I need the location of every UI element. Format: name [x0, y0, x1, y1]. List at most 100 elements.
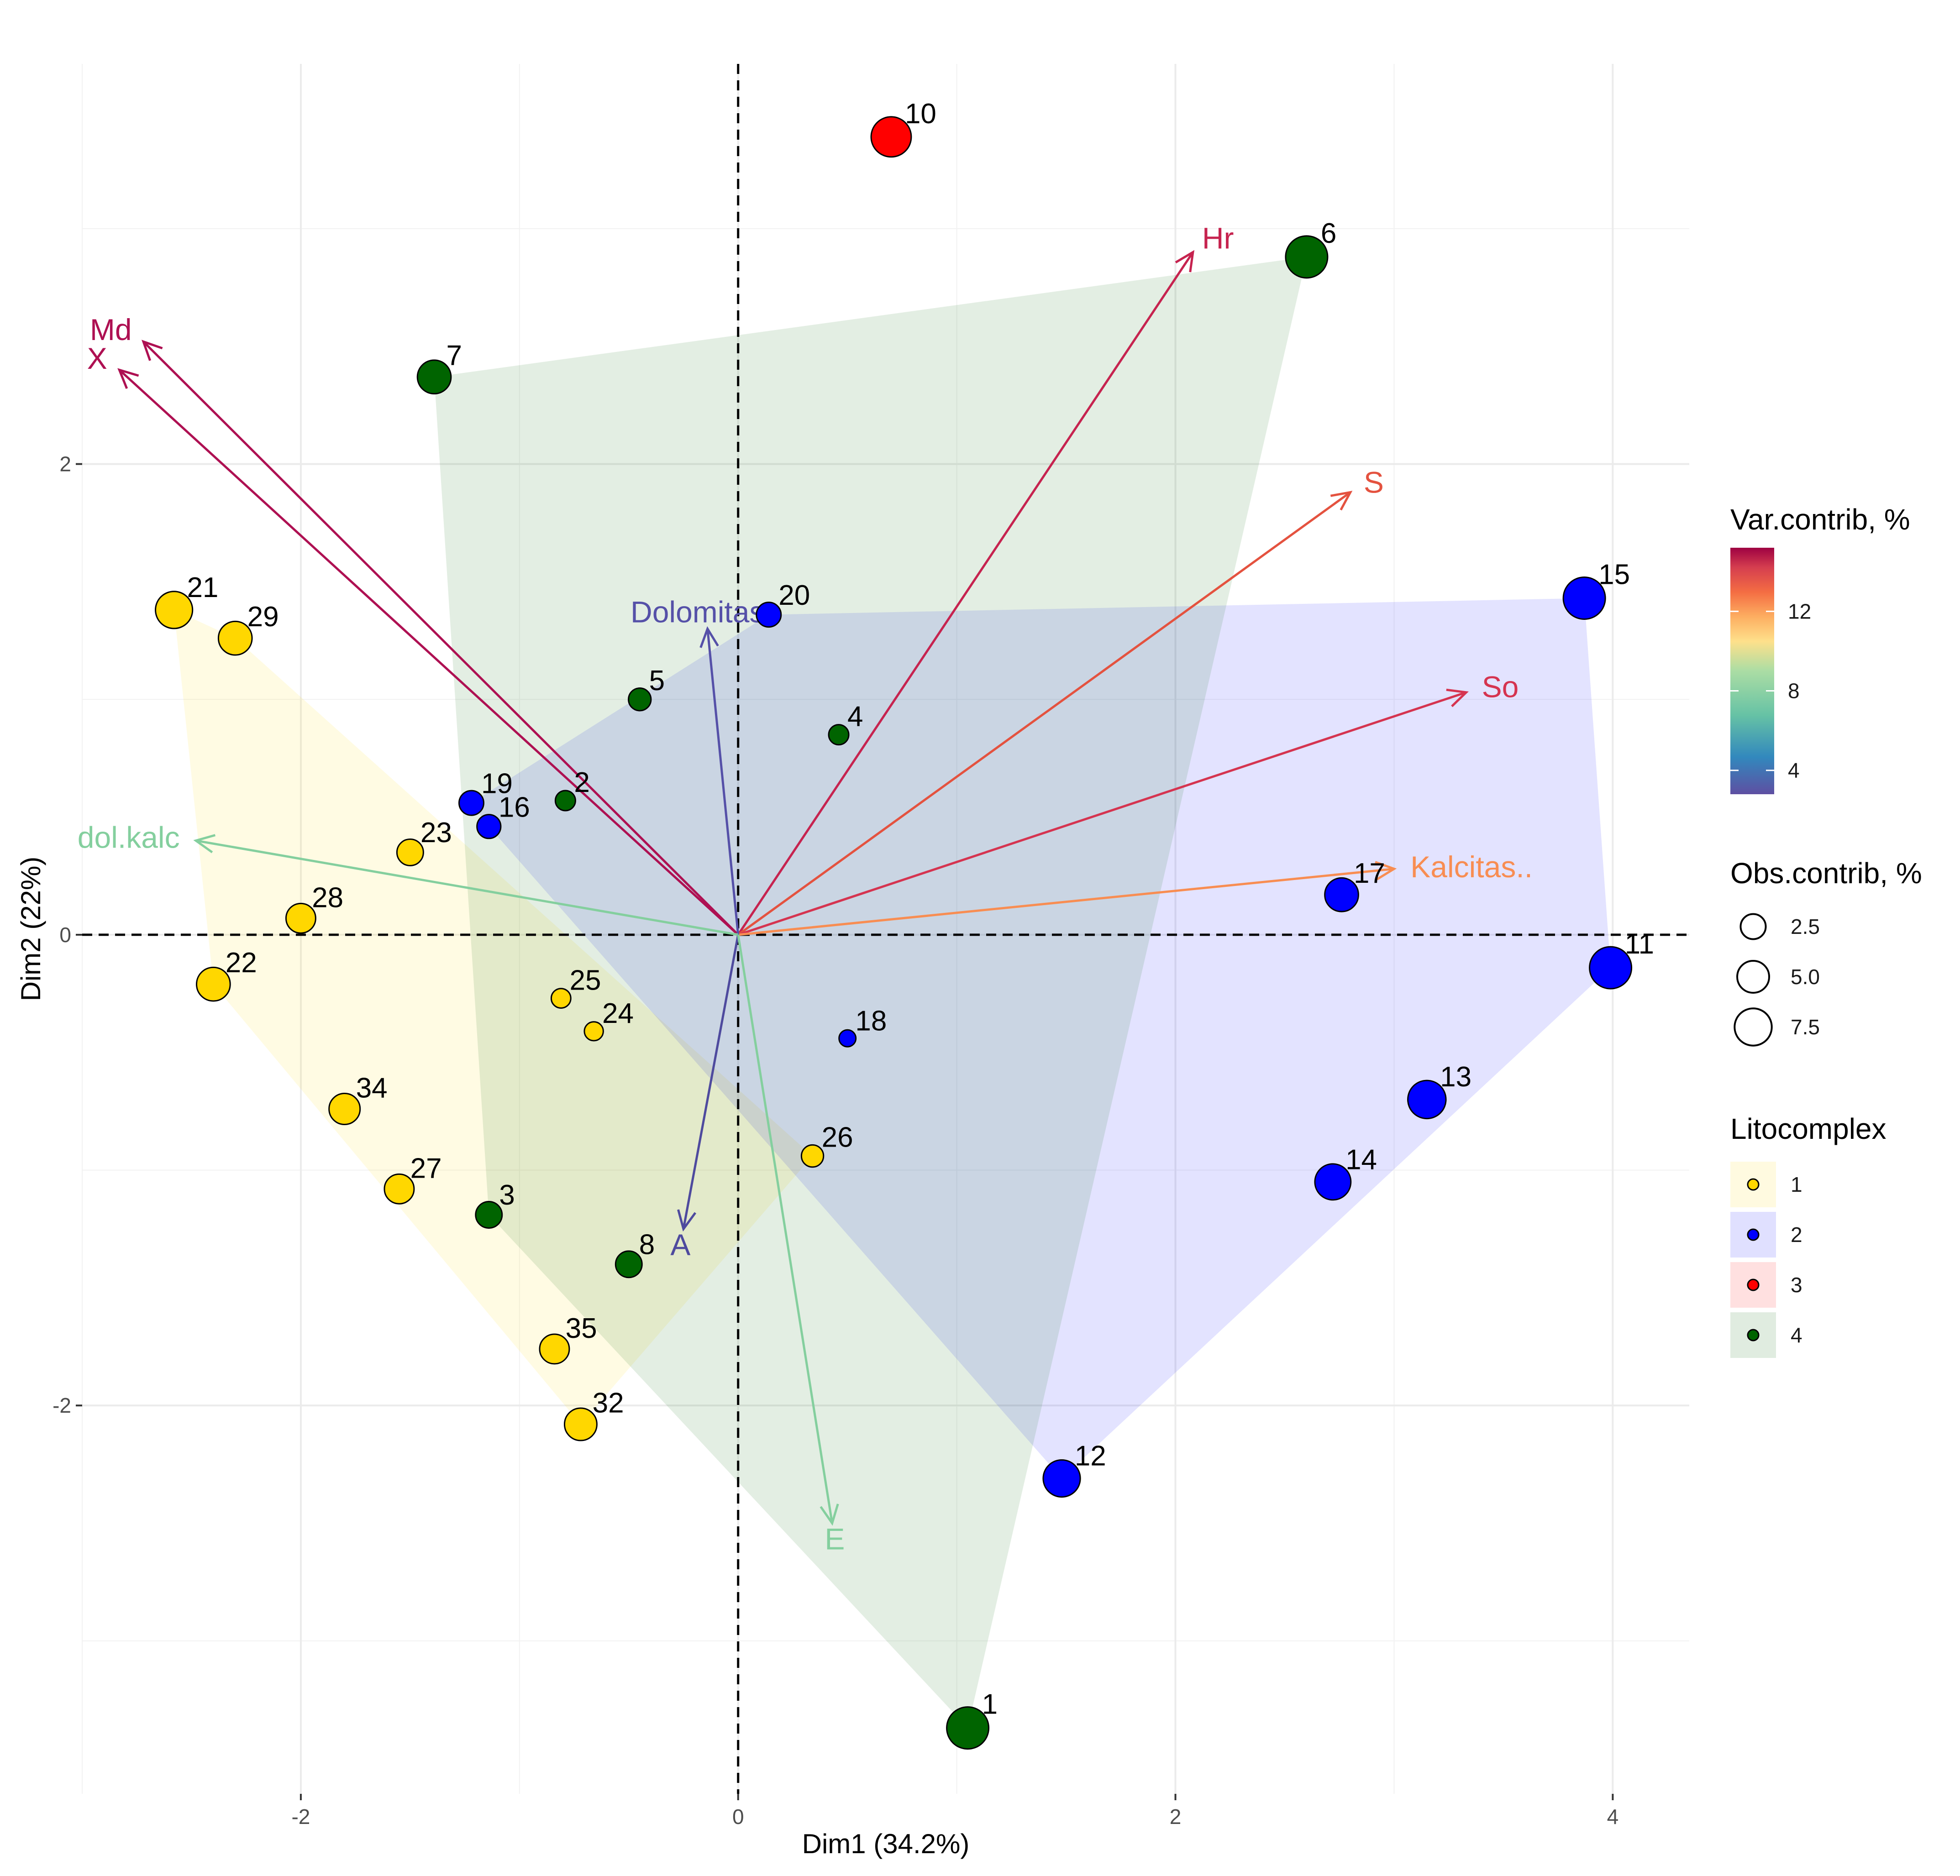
observation-point	[1589, 946, 1633, 990]
colorbar-tick-label: 4	[1788, 759, 1800, 782]
variable-arrow-dolkalc: dol.kalc	[78, 820, 739, 936]
observation-point	[1562, 576, 1606, 620]
group-hulls	[174, 257, 1611, 1728]
observation-20: 20	[756, 580, 810, 628]
arrow-head	[1175, 250, 1195, 272]
observation-point	[1324, 877, 1359, 912]
arrow-head	[677, 1209, 697, 1232]
observation-label: 27	[410, 1153, 442, 1184]
legend-size-circle	[1734, 1007, 1773, 1047]
observation-18: 18	[838, 1006, 887, 1048]
colorbar-tick-label: 12	[1788, 599, 1811, 623]
legend-size-label: 5.0	[1791, 965, 1820, 989]
observation-label: 13	[1440, 1061, 1471, 1093]
observation-point	[563, 1407, 598, 1441]
arrow-head	[117, 368, 139, 389]
variable-arrow-a: A	[670, 934, 740, 1262]
observation-point	[554, 790, 576, 812]
observation-label: 8	[639, 1229, 655, 1260]
arrow-shaft	[118, 369, 739, 936]
arrow-head	[820, 1504, 839, 1526]
arrow-shaft	[738, 868, 1394, 936]
arrow-shaft	[737, 691, 1467, 936]
observation-25: 25	[550, 964, 601, 1009]
variable-arrow-e: E	[737, 934, 845, 1556]
colorbar-tick-label: 8	[1788, 679, 1800, 703]
legend-litocomplex-title: Litocomplex	[1730, 1112, 1886, 1145]
variable-label: X	[87, 341, 107, 375]
observation-label: 23	[420, 817, 452, 849]
observation-label: 1	[982, 1689, 998, 1720]
variable-arrow-kalcitas: Kalcitas..	[738, 850, 1533, 936]
legend-group-dot	[1747, 1279, 1760, 1291]
observation-35: 35	[539, 1313, 597, 1365]
hull-group-4	[434, 257, 1307, 1728]
observation-label: 11	[1625, 928, 1654, 960]
legend-obs-contrib-title: Obs.contrib, %	[1730, 857, 1922, 890]
observation-7: 7	[416, 340, 462, 395]
observation-label: 19	[481, 768, 513, 800]
hull-group-1	[174, 610, 813, 1425]
variable-label: Kalcitas..	[1410, 850, 1533, 884]
observation-19: 19	[458, 768, 513, 816]
observation-label: 3	[499, 1179, 515, 1211]
reference-lines	[82, 64, 1689, 1794]
legend-var-contrib-colorbar	[1730, 548, 1774, 794]
legend-group-dot	[1747, 1178, 1760, 1191]
y-tick-label: -2	[53, 1394, 71, 1417]
observation-point	[1285, 235, 1329, 279]
observation-label: 16	[499, 792, 530, 823]
variable-arrow-s: S	[737, 465, 1384, 936]
observation-21: 21	[155, 572, 218, 629]
observation-16: 16	[476, 792, 530, 839]
arrow-head	[193, 834, 216, 854]
legend-size-label: 7.5	[1791, 1015, 1820, 1039]
observation-label: 34	[356, 1072, 388, 1104]
arrow-shaft	[142, 341, 739, 936]
observation-22: 22	[196, 947, 257, 1002]
arrow-shaft	[737, 934, 834, 1524]
observation-23: 23	[396, 817, 452, 866]
observation-label: 32	[593, 1388, 624, 1419]
observation-point	[416, 359, 452, 395]
legend-group-label: 4	[1791, 1323, 1802, 1347]
observation-14: 14	[1314, 1144, 1377, 1201]
variable-arrow-md: Md	[90, 313, 739, 936]
observation-label: 26	[822, 1121, 853, 1153]
observation-2: 2	[554, 767, 590, 812]
legend-group-label: 3	[1791, 1273, 1802, 1297]
observation-10: 10	[870, 98, 936, 158]
observation-point	[217, 620, 253, 656]
observation-label: 7	[446, 340, 462, 371]
variable-arrow-so: So	[737, 670, 1519, 936]
variable-arrow-hr: Hr	[737, 221, 1234, 936]
observation-label: 14	[1345, 1144, 1377, 1176]
legend-size-circle	[1739, 913, 1767, 940]
arrow-shaft	[682, 934, 740, 1229]
observation-label: 25	[570, 964, 601, 996]
observation-1: 1	[946, 1689, 998, 1750]
observation-12: 12	[1042, 1441, 1106, 1498]
legend: Var.contrib, % Obs.contrib, % Litocomple…	[1730, 503, 1922, 1358]
observation-label: 12	[1075, 1441, 1106, 1472]
x-tick-label: 4	[1607, 1805, 1619, 1829]
x-tick-label: -2	[291, 1805, 310, 1829]
observation-label: 5	[649, 665, 665, 697]
variable-label: A	[670, 1228, 690, 1262]
variable-label: E	[825, 1522, 845, 1556]
observation-26: 26	[800, 1121, 853, 1168]
observation-27: 27	[384, 1153, 442, 1205]
observation-24: 24	[583, 998, 634, 1042]
observation-point	[458, 790, 484, 816]
observation-point	[615, 1250, 643, 1279]
x-tick-label: 2	[1170, 1805, 1182, 1829]
observation-17: 17	[1324, 858, 1385, 912]
observation-label: 35	[566, 1313, 597, 1344]
legend-group-dot	[1747, 1329, 1760, 1341]
observation-4: 4	[828, 701, 863, 746]
observation-6: 6	[1285, 218, 1336, 279]
arrow-head	[1446, 688, 1469, 707]
observation-point	[539, 1333, 570, 1365]
legend-var-contrib-title: Var.contrib, %	[1730, 503, 1910, 536]
